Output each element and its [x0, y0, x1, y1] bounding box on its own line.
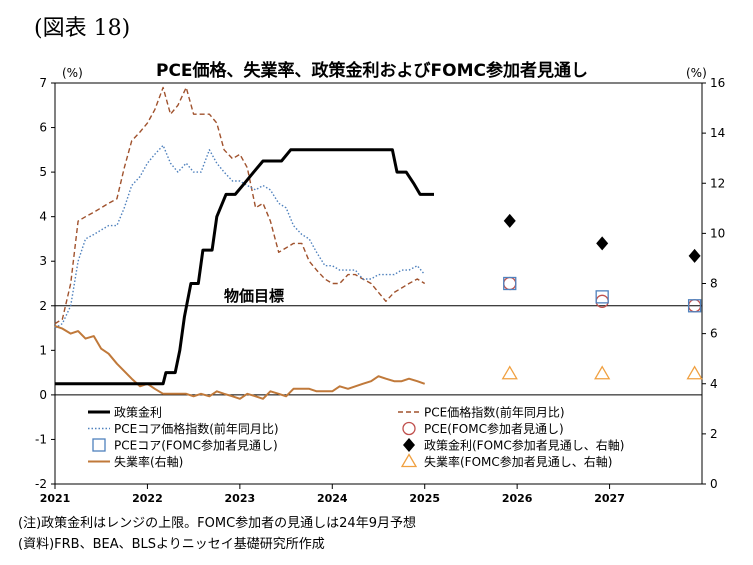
left-tick-label: -2: [35, 477, 47, 491]
right-tick-label: 4: [710, 377, 718, 391]
left-tick-label: 0: [39, 388, 47, 402]
projection-marker-1: [595, 290, 609, 304]
right-tick-label: 2: [710, 427, 718, 441]
x-tick-label: 2024: [317, 492, 348, 505]
right-tick-label: 12: [710, 176, 725, 190]
projection-marker-2: [688, 248, 701, 263]
left-tick-label: -1: [35, 432, 47, 446]
x-tick-label: 2027: [594, 492, 625, 505]
right-tick-label: 14: [710, 126, 725, 140]
left-tick-label: 4: [39, 210, 47, 224]
left-tick-label: 5: [39, 165, 47, 179]
legend-swatch-3: [402, 421, 416, 436]
legend-label-7: 失業率(FOMC参加者見通し、右軸): [424, 454, 612, 469]
series-line-3: [54, 325, 426, 400]
projection-marker-2: [503, 213, 516, 228]
x-tick-label: 2026: [502, 492, 533, 505]
x-tick-label: 2022: [132, 492, 163, 505]
projection-marker-0: [503, 276, 517, 291]
legend-label-5: 政策金利(FOMC参加者見通し、右軸): [424, 438, 624, 453]
projection-marker-2: [596, 236, 609, 251]
figure-label: (図表 18): [34, 16, 131, 41]
legend-label-6: 失業率(右軸): [114, 454, 183, 469]
legend-label-4: PCEコア(FOMC参加者見通し): [114, 438, 278, 453]
x-tick-label: 2021: [40, 492, 71, 505]
projection-marker-1: [503, 276, 517, 291]
legend-label-1: PCE価格指数(前年同月比): [424, 405, 565, 420]
left-axis-unit: (%): [62, 66, 83, 80]
note-text: (注)政策金利はレンジの上限。FOMC参加者の見通しは24年9月予想: [18, 516, 416, 531]
series-line-2: [54, 144, 426, 329]
projection-marker-1: [687, 299, 702, 313]
right-axis-unit: (%): [686, 66, 707, 80]
right-tick-label: 6: [710, 327, 718, 341]
target-line-label: 物価目標: [224, 287, 284, 305]
legend-label-2: PCEコア価格指数(前年同月比): [114, 421, 279, 436]
x-tick-label: 2023: [225, 492, 256, 505]
right-tick-label: 0: [710, 477, 718, 491]
legend-swatch-4: [92, 438, 106, 452]
legend-label-3: PCE(FOMC参加者見通し): [424, 421, 564, 436]
source-text: (資料)FRB、BEA、BLSよりニッセイ基礎研究所作成: [18, 537, 325, 552]
left-tick-label: 1: [39, 343, 47, 357]
left-tick-label: 6: [39, 121, 47, 135]
left-tick-label: 7: [39, 76, 47, 90]
left-tick-label: 2: [39, 299, 47, 313]
legend-label-0: 政策金利: [114, 405, 162, 420]
x-tick-label: 2025: [409, 492, 440, 505]
legend-swatch-5: [403, 438, 415, 452]
left-tick-label: 3: [39, 254, 47, 268]
projection-marker-3: [501, 365, 518, 380]
right-tick-label: 8: [710, 277, 718, 291]
projection-marker-3: [594, 365, 611, 380]
chart-title: PCE価格、失業率、政策金利およびFOMC参加者見通し: [156, 60, 588, 81]
series-line-0: [55, 148, 434, 386]
right-tick-label: 10: [710, 226, 725, 240]
projection-marker-3: [686, 365, 703, 380]
right-tick-label: 16: [710, 76, 725, 90]
legend-swatch-7: [400, 453, 418, 468]
